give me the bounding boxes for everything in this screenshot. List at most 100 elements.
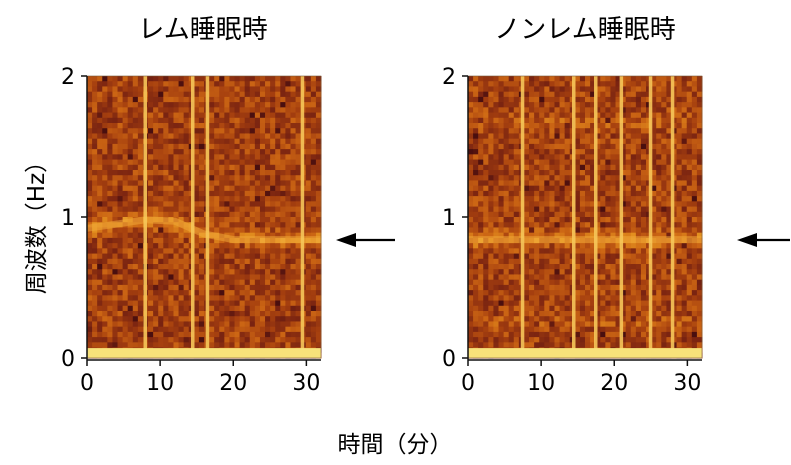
heatmap-cell bbox=[97, 305, 103, 312]
heatmap-cell bbox=[168, 321, 174, 328]
heatmap-cell bbox=[539, 211, 545, 218]
heatmap-cell bbox=[610, 264, 617, 270]
heatmap-cell bbox=[676, 149, 683, 155]
heatmap-cell bbox=[214, 185, 220, 192]
heatmap-cell bbox=[498, 154, 505, 161]
heatmap-cell bbox=[498, 206, 505, 213]
heatmap-cell bbox=[290, 196, 297, 202]
heatmap-cell bbox=[513, 196, 520, 202]
heatmap-cell bbox=[92, 170, 98, 176]
heatmap-cell bbox=[473, 123, 479, 129]
heatmap-cell bbox=[239, 86, 246, 93]
heatmap-cell bbox=[285, 258, 291, 265]
heatmap-cell bbox=[483, 342, 489, 349]
heatmap-cell bbox=[87, 321, 93, 328]
heatmap-cell bbox=[214, 138, 220, 145]
heatmap-cell bbox=[254, 175, 261, 181]
heatmap-cell bbox=[249, 342, 256, 349]
heatmap-cell bbox=[275, 170, 281, 176]
heatmap-cell bbox=[224, 206, 230, 213]
heatmap-cell bbox=[523, 133, 530, 140]
heatmap-cell bbox=[559, 185, 566, 192]
heatmap-cell bbox=[122, 143, 129, 150]
heatmap-cell bbox=[102, 217, 108, 223]
heatmap-cell bbox=[529, 326, 535, 333]
heatmap-cell bbox=[478, 295, 484, 302]
heatmap-cell bbox=[132, 190, 139, 197]
heatmap-cell bbox=[244, 258, 251, 265]
heatmap-cell bbox=[605, 258, 611, 265]
heatmap-cell bbox=[265, 342, 271, 349]
heatmap-cell bbox=[229, 102, 236, 108]
heatmap-cell bbox=[122, 269, 129, 275]
heatmap-cell bbox=[686, 149, 693, 155]
heatmap-cell bbox=[574, 159, 581, 166]
heatmap-cell bbox=[686, 331, 693, 338]
heatmap-cell bbox=[153, 321, 159, 328]
heatmap-cell bbox=[132, 154, 139, 161]
heatmap-cell bbox=[173, 107, 180, 114]
heatmap-cell bbox=[590, 243, 596, 249]
heatmap-cell bbox=[158, 300, 164, 307]
heatmap-cell bbox=[585, 185, 591, 192]
heatmap-cell bbox=[117, 170, 124, 176]
heatmap-cell bbox=[173, 290, 180, 296]
heatmap-cell bbox=[666, 253, 672, 260]
heatmap-cell bbox=[224, 342, 230, 349]
heatmap-cell bbox=[676, 128, 683, 134]
heatmap-cell bbox=[508, 290, 515, 296]
heatmap-cell bbox=[549, 342, 555, 349]
heatmap-cell bbox=[163, 190, 169, 197]
heatmap-cell bbox=[178, 117, 185, 124]
heatmap-cell bbox=[107, 321, 113, 328]
heatmap-cell bbox=[640, 107, 647, 114]
heatmap-cell bbox=[193, 190, 200, 197]
heatmap-cell bbox=[265, 258, 271, 265]
heatmap-cell bbox=[615, 201, 622, 208]
heatmap-cell bbox=[305, 196, 312, 202]
heatmap-cell bbox=[559, 91, 566, 98]
heatmap-cell bbox=[691, 86, 698, 93]
heatmap-cell bbox=[579, 337, 586, 343]
heatmap-cell bbox=[198, 217, 205, 223]
heatmap-cell bbox=[295, 170, 302, 176]
heatmap-cell bbox=[122, 128, 129, 134]
heatmap-cell bbox=[635, 86, 642, 93]
heatmap-cell bbox=[529, 190, 535, 197]
heatmap-cell bbox=[87, 279, 93, 286]
heatmap-cell bbox=[107, 217, 113, 223]
heatmap-cell bbox=[483, 164, 489, 171]
heatmap-cell bbox=[656, 175, 662, 181]
heatmap-cell bbox=[285, 253, 291, 260]
heatmap-cell bbox=[239, 300, 246, 307]
heatmap-cell bbox=[275, 253, 281, 260]
heatmap-cell bbox=[595, 243, 601, 249]
heatmap-cell bbox=[127, 117, 134, 124]
heatmap-cell bbox=[630, 107, 637, 114]
heatmap-cell bbox=[635, 321, 642, 328]
heatmap-cell bbox=[544, 102, 550, 108]
heatmap-cell bbox=[483, 149, 489, 155]
heatmap-cell bbox=[112, 269, 119, 275]
heatmap-cell bbox=[549, 290, 555, 296]
heatmap-cell bbox=[676, 311, 683, 317]
heatmap-cell bbox=[265, 248, 271, 255]
heatmap-cell bbox=[686, 159, 693, 166]
heatmap-cell bbox=[92, 264, 98, 270]
heatmap-cell bbox=[214, 269, 220, 275]
heatmap-cell bbox=[498, 190, 505, 197]
heatmap-cell bbox=[305, 81, 312, 87]
heatmap-cell bbox=[178, 206, 185, 213]
heatmap-cell bbox=[244, 305, 251, 312]
heatmap-cell bbox=[559, 123, 566, 129]
heatmap-cell bbox=[295, 300, 302, 307]
heatmap-cell bbox=[681, 326, 688, 333]
heatmap-cell bbox=[585, 274, 591, 281]
heatmap-cell bbox=[554, 222, 561, 228]
heatmap-cell bbox=[539, 81, 545, 87]
heatmap-cell bbox=[107, 117, 113, 124]
heatmap-cell bbox=[107, 196, 113, 202]
heatmap-cell bbox=[254, 123, 261, 129]
heatmap-cell bbox=[574, 300, 581, 307]
heatmap-cell bbox=[132, 117, 139, 124]
